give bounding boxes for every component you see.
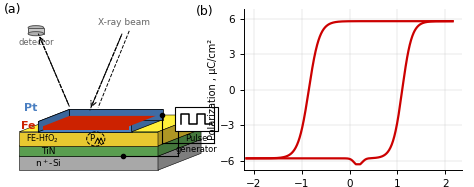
Polygon shape [158, 129, 201, 156]
Polygon shape [38, 109, 163, 122]
Bar [28, 28, 44, 34]
Polygon shape [43, 126, 129, 130]
Polygon shape [19, 129, 201, 146]
Bar [175, 107, 218, 131]
Polygon shape [38, 109, 69, 132]
Ellipse shape [28, 32, 44, 36]
Text: (b): (b) [196, 4, 214, 18]
Polygon shape [19, 139, 201, 156]
Ellipse shape [28, 26, 44, 30]
Text: Fe: Fe [21, 121, 36, 131]
Text: TiN: TiN [41, 147, 55, 156]
Text: FE-HfO$_2$: FE-HfO$_2$ [26, 133, 58, 145]
Text: X-ray beam: X-ray beam [99, 18, 150, 27]
Polygon shape [38, 122, 132, 132]
Polygon shape [43, 116, 156, 126]
Polygon shape [19, 146, 158, 156]
Polygon shape [19, 115, 201, 132]
Y-axis label: Polarization , μC/cm²: Polarization , μC/cm² [208, 39, 219, 140]
Text: detector: detector [18, 38, 54, 47]
Text: Pt: Pt [25, 102, 38, 113]
Polygon shape [132, 109, 163, 132]
Polygon shape [19, 156, 158, 170]
Text: Pulse
generator: Pulse generator [175, 134, 217, 154]
Polygon shape [69, 109, 163, 120]
Polygon shape [158, 139, 201, 170]
Text: P: P [89, 134, 94, 143]
Polygon shape [158, 115, 201, 146]
Text: (a): (a) [4, 3, 21, 16]
Polygon shape [19, 132, 158, 146]
Text: n$^+$-Si: n$^+$-Si [35, 157, 61, 169]
